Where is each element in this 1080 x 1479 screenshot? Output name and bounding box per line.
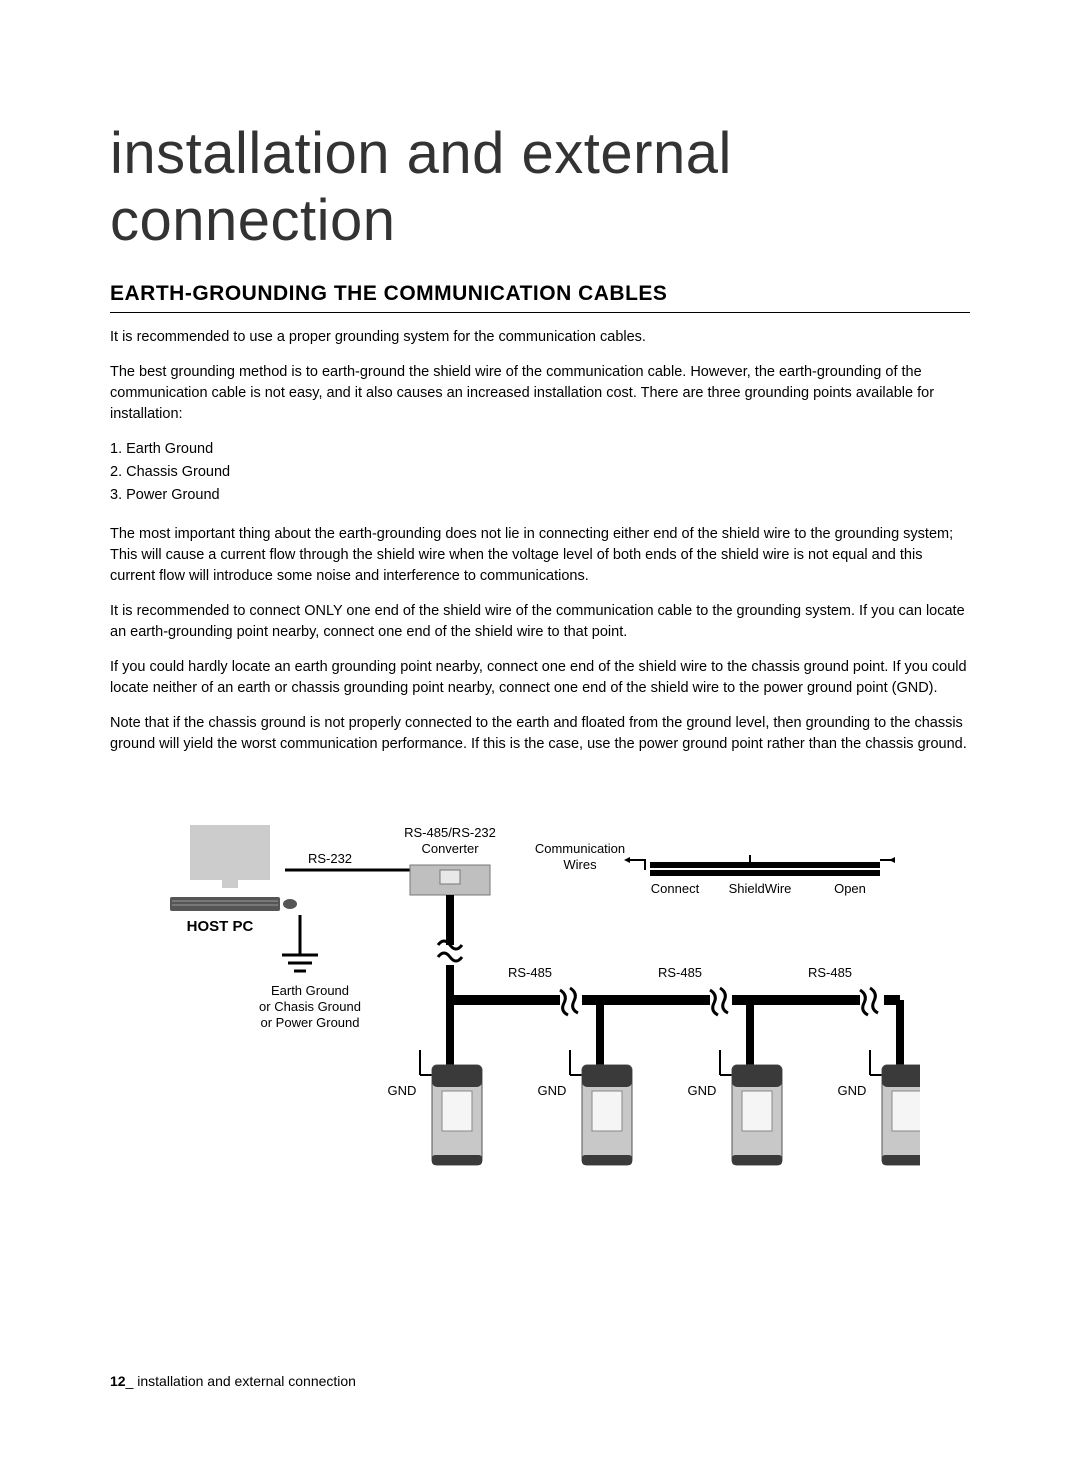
para-4: If you could hardly locate an earth grou… <box>110 657 970 699</box>
converter-label-bottom: Converter <box>421 841 479 856</box>
device-unit: GND <box>688 1000 782 1165</box>
connect-label: Connect <box>651 881 700 896</box>
ground-label-3: or Power Ground <box>261 1015 360 1030</box>
ground-label-2: or Chasis Ground <box>259 999 361 1014</box>
gnd-label: GND <box>538 1083 567 1098</box>
page-number: 12 <box>110 1373 126 1389</box>
host-pc-label: HOST PC <box>187 918 254 935</box>
footer-text: installation and external connection <box>133 1373 356 1389</box>
ground-symbol-icon <box>282 955 318 971</box>
list-item: 1. Earth Ground <box>110 439 970 460</box>
rs232-label: RS-232 <box>308 851 352 866</box>
page-footer: 12_ installation and external connection <box>110 1373 356 1389</box>
comm-wires-label-bottom: Wires <box>563 857 597 872</box>
keyboard-icon <box>170 897 280 911</box>
shieldwire-label: ShieldWire <box>729 881 792 896</box>
comm-wires-label-top: Communication <box>535 841 625 856</box>
grounding-diagram: HOST PC RS-232 RS-485/RS-232 Converter C… <box>110 815 970 1235</box>
monitor-icon <box>190 825 270 880</box>
gnd-label: GND <box>838 1083 867 1098</box>
para-5: Note that if the chassis ground is not p… <box>110 713 970 755</box>
mouse-icon <box>283 899 297 909</box>
device-unit: GND <box>388 1000 482 1165</box>
gnd-label: GND <box>688 1083 717 1098</box>
grounding-list: 1. Earth Ground 2. Chassis Ground 3. Pow… <box>110 439 970 506</box>
rs485-label-1: RS-485 <box>508 965 552 980</box>
device-unit: GND <box>838 1000 920 1165</box>
rs485-label-2: RS-485 <box>658 965 702 980</box>
para-2: The most important thing about the earth… <box>110 524 970 587</box>
open-label: Open <box>834 881 866 896</box>
device-unit: GND <box>538 1000 632 1165</box>
converter-label-top: RS-485/RS-232 <box>404 825 496 840</box>
ground-label-1: Earth Ground <box>271 983 349 998</box>
section-heading: EARTH-GROUNDING THE COMMUNICATION CABLES <box>110 282 970 313</box>
rs485-label-3: RS-485 <box>808 965 852 980</box>
para-1: The best grounding method is to earth-gr… <box>110 362 970 425</box>
intro-text: It is recommended to use a proper ground… <box>110 327 970 348</box>
list-item: 2. Chassis Ground <box>110 462 970 483</box>
list-item: 3. Power Ground <box>110 485 970 506</box>
gnd-label: GND <box>388 1083 417 1098</box>
page-title: installation and external connection <box>110 120 970 254</box>
para-3: It is recommended to connect ONLY one en… <box>110 601 970 643</box>
